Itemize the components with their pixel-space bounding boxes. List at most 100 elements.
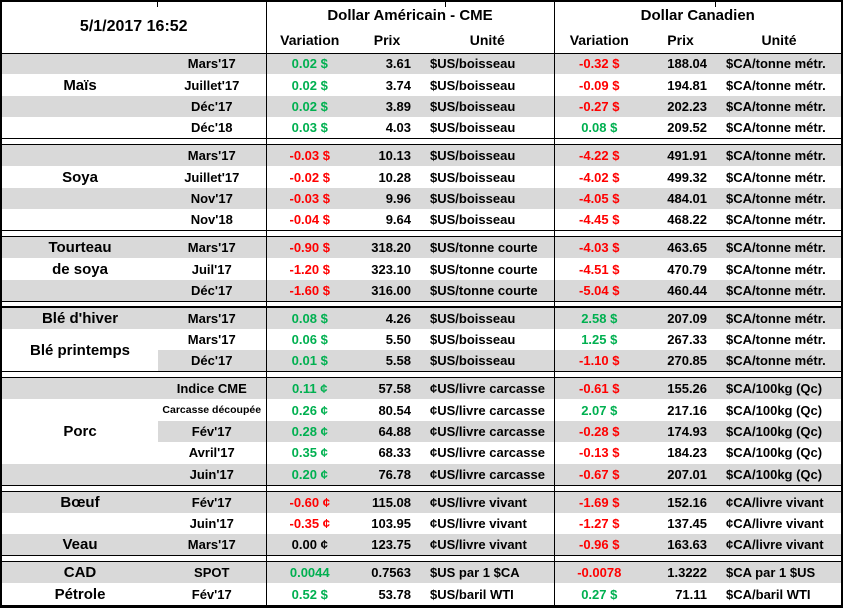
- unit-us-cell: $US/boisseau: [421, 53, 555, 75]
- section-gap-cell: [265, 484, 555, 492]
- unit-us-cell: ¢US/livre carcasse: [421, 463, 555, 486]
- column-divider-tick: [157, 2, 158, 7]
- price-us-cell: 64.88: [353, 420, 421, 443]
- section-gap-cell: [553, 230, 841, 238]
- contract-cell: Nov'18: [190, 212, 233, 228]
- commodity-cell: Soya: [62, 168, 98, 186]
- variation-us-cell: 0.0044: [265, 561, 353, 584]
- unit-us-cell: ¢US/livre carcasse: [430, 445, 545, 461]
- table-row-porc: Avril'17 0.35 ¢ 68.33 ¢US/livre carcasse -0.…: [2, 442, 841, 464]
- price-ca-cell: 202.23: [644, 95, 718, 118]
- unit-us-cell: ¢US/livre carcasse: [421, 420, 555, 443]
- variation-us-cell: 0.03 $: [265, 117, 353, 139]
- contract-cell: Mars'17: [158, 534, 266, 556]
- contract-cell: Nov'17: [158, 187, 266, 210]
- commodity-cell: [2, 377, 158, 400]
- variation-us-cell: 0.00 ¢: [265, 534, 353, 556]
- variation-ca-cell: 1.25 $: [553, 328, 645, 351]
- unit-us-cell: $US/boisseau: [430, 120, 516, 136]
- commodity-cell: [2, 513, 158, 534]
- price-us-cell: 323.10: [371, 261, 411, 277]
- unit-ca-cell: $CA/baril WTI: [726, 586, 811, 602]
- unit-ca-cell: $CA/100kg (Qc): [726, 445, 823, 461]
- commodity-cell: [2, 95, 158, 118]
- group-header-row: 5/1/2017 16:52 Dollar Américain - CME Do…: [2, 2, 841, 54]
- column-divider-tick: [715, 2, 716, 7]
- unit-ca-cell: ¢CA/livre vivant: [717, 534, 841, 556]
- contract-cell: Avril'17: [188, 445, 235, 461]
- commodity-cell: Bœuf: [2, 491, 158, 513]
- contract-cell: Déc'17: [158, 350, 266, 372]
- price-ca-cell: 71.11: [675, 586, 708, 602]
- variation-us-cell: 0.20 ¢: [265, 463, 353, 486]
- column-header-row: Variation Prix Unité Variation Prix Unit…: [2, 28, 841, 54]
- unit-ca-cell: $CA/tonne métr.: [726, 332, 826, 348]
- variation-us-cell: 0.11 ¢: [265, 377, 353, 400]
- section-gap-cell: [265, 371, 555, 379]
- unit-us-cell: $US/boisseau: [421, 95, 555, 118]
- commodity-cell: Veau: [2, 534, 158, 556]
- commodity-cell: [2, 144, 158, 167]
- commodity-cell: [2, 279, 158, 302]
- unit-ca-cell: ¢CA/livre vivant: [717, 491, 841, 513]
- commodity-cell: [2, 463, 158, 486]
- unit-ca-cell: $CA/tonne métr.: [717, 187, 841, 210]
- section-gap-cell: [2, 230, 266, 238]
- variation-us-cell: 0.02 $: [265, 95, 353, 118]
- price-ca-cell: 217.16: [667, 402, 708, 418]
- unit-ca-cell: ¢CA/livre vivant: [726, 515, 824, 531]
- variation-us-header: Variation: [265, 28, 353, 54]
- contract-cell: Fév'17: [158, 491, 266, 513]
- contract-cell: Mars'17: [187, 332, 236, 348]
- section-gap-cell: [2, 371, 266, 379]
- table-row-soya: Nov'17 -0.03 $9.96 $US/boisseau -4.05 $484.…: [2, 187, 841, 210]
- variation-ca-cell: 2.58 $: [553, 307, 645, 329]
- unit-ca-cell: $CA/tonne métr.: [726, 77, 826, 93]
- table-row-boeuf-veau: Veau Mars'17 0.00 ¢ 123.75 ¢US/livre vivant -…: [2, 534, 841, 556]
- unit-us-cell: $US/boisseau: [430, 332, 516, 348]
- price-us-cell: 0.7563: [353, 561, 421, 584]
- unit-us-cell: ¢US/livre vivant: [421, 491, 555, 513]
- price-ca-cell: 152.16: [644, 491, 718, 513]
- variation-us-cell: -0.03 $: [265, 187, 353, 210]
- price-ca-cell: 163.63: [644, 534, 718, 556]
- table-row-mais: Mars'17 0.02 $3.61 $US/boisseau -0.32 $188.…: [2, 53, 841, 75]
- price-ca-cell: 499.32: [667, 169, 708, 185]
- variation-ca-cell: -4.05 $: [553, 187, 645, 210]
- unit-ca-cell: $CA/100kg (Qc): [717, 377, 841, 400]
- section-gap-cell: [553, 484, 841, 492]
- price-us-cell: 53.78: [378, 586, 411, 602]
- prix-ca-header: Prix: [644, 28, 718, 54]
- commodity-cell: CAD: [2, 561, 158, 584]
- contract-cell: Déc'18: [191, 120, 233, 136]
- section-gap: [2, 230, 841, 238]
- price-us-cell: 115.08: [353, 491, 421, 513]
- unit-us-cell: $US/boisseau: [430, 169, 516, 185]
- variation-us-cell: -0.04 $: [265, 209, 353, 231]
- section-gap-cell: [265, 230, 555, 238]
- commodity-cell: Pétrole: [54, 585, 106, 603]
- price-ca-cell: 470.79: [667, 261, 708, 277]
- price-us-cell: 123.75: [353, 534, 421, 556]
- table-row-soya: Nov'18 -0.04 $ 9.64 $US/boisseau -4.45 $ 468.…: [2, 209, 841, 231]
- price-ca-cell: 188.04: [644, 53, 718, 75]
- unit-us-cell: ¢US/livre vivant: [430, 515, 527, 531]
- section-gap-cell: [553, 138, 841, 146]
- table-row-soya: Mars'17 -0.03 $10.13 $US/boisseau -4.22 $49…: [2, 144, 841, 167]
- variation-us-cell: -1.20 $: [265, 258, 353, 280]
- unit-ca-cell: $CA/tonne métr.: [726, 169, 826, 185]
- price-us-cell: 76.78: [353, 463, 421, 486]
- section-gap-cell: [2, 555, 266, 563]
- price-us-cell: 3.74: [385, 77, 411, 93]
- variation-ca-cell: -4.02 $: [553, 166, 645, 188]
- table-row-tourteau-de-soya: Déc'17 -1.60 $316.00 $US/tonne courte -5.04…: [2, 279, 841, 302]
- price-us-cell: 103.95: [371, 515, 411, 531]
- price-us-cell: 5.58: [353, 350, 421, 372]
- contract-cell: Carcasse découpée: [162, 404, 262, 417]
- price-ca-cell: 137.45: [667, 515, 708, 531]
- unite-ca-header: Unité: [717, 28, 841, 54]
- variation-ca-cell: -1.10 $: [553, 350, 645, 372]
- variation-us-cell: 0.08 $: [265, 307, 353, 329]
- prix-us-header: Prix: [353, 28, 421, 54]
- variation-us-cell: -0.35 ¢: [265, 512, 353, 535]
